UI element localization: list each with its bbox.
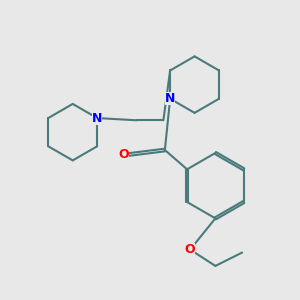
Text: O: O — [185, 243, 195, 256]
Text: N: N — [165, 92, 175, 105]
Text: O: O — [118, 148, 129, 161]
Text: N: N — [92, 112, 102, 124]
